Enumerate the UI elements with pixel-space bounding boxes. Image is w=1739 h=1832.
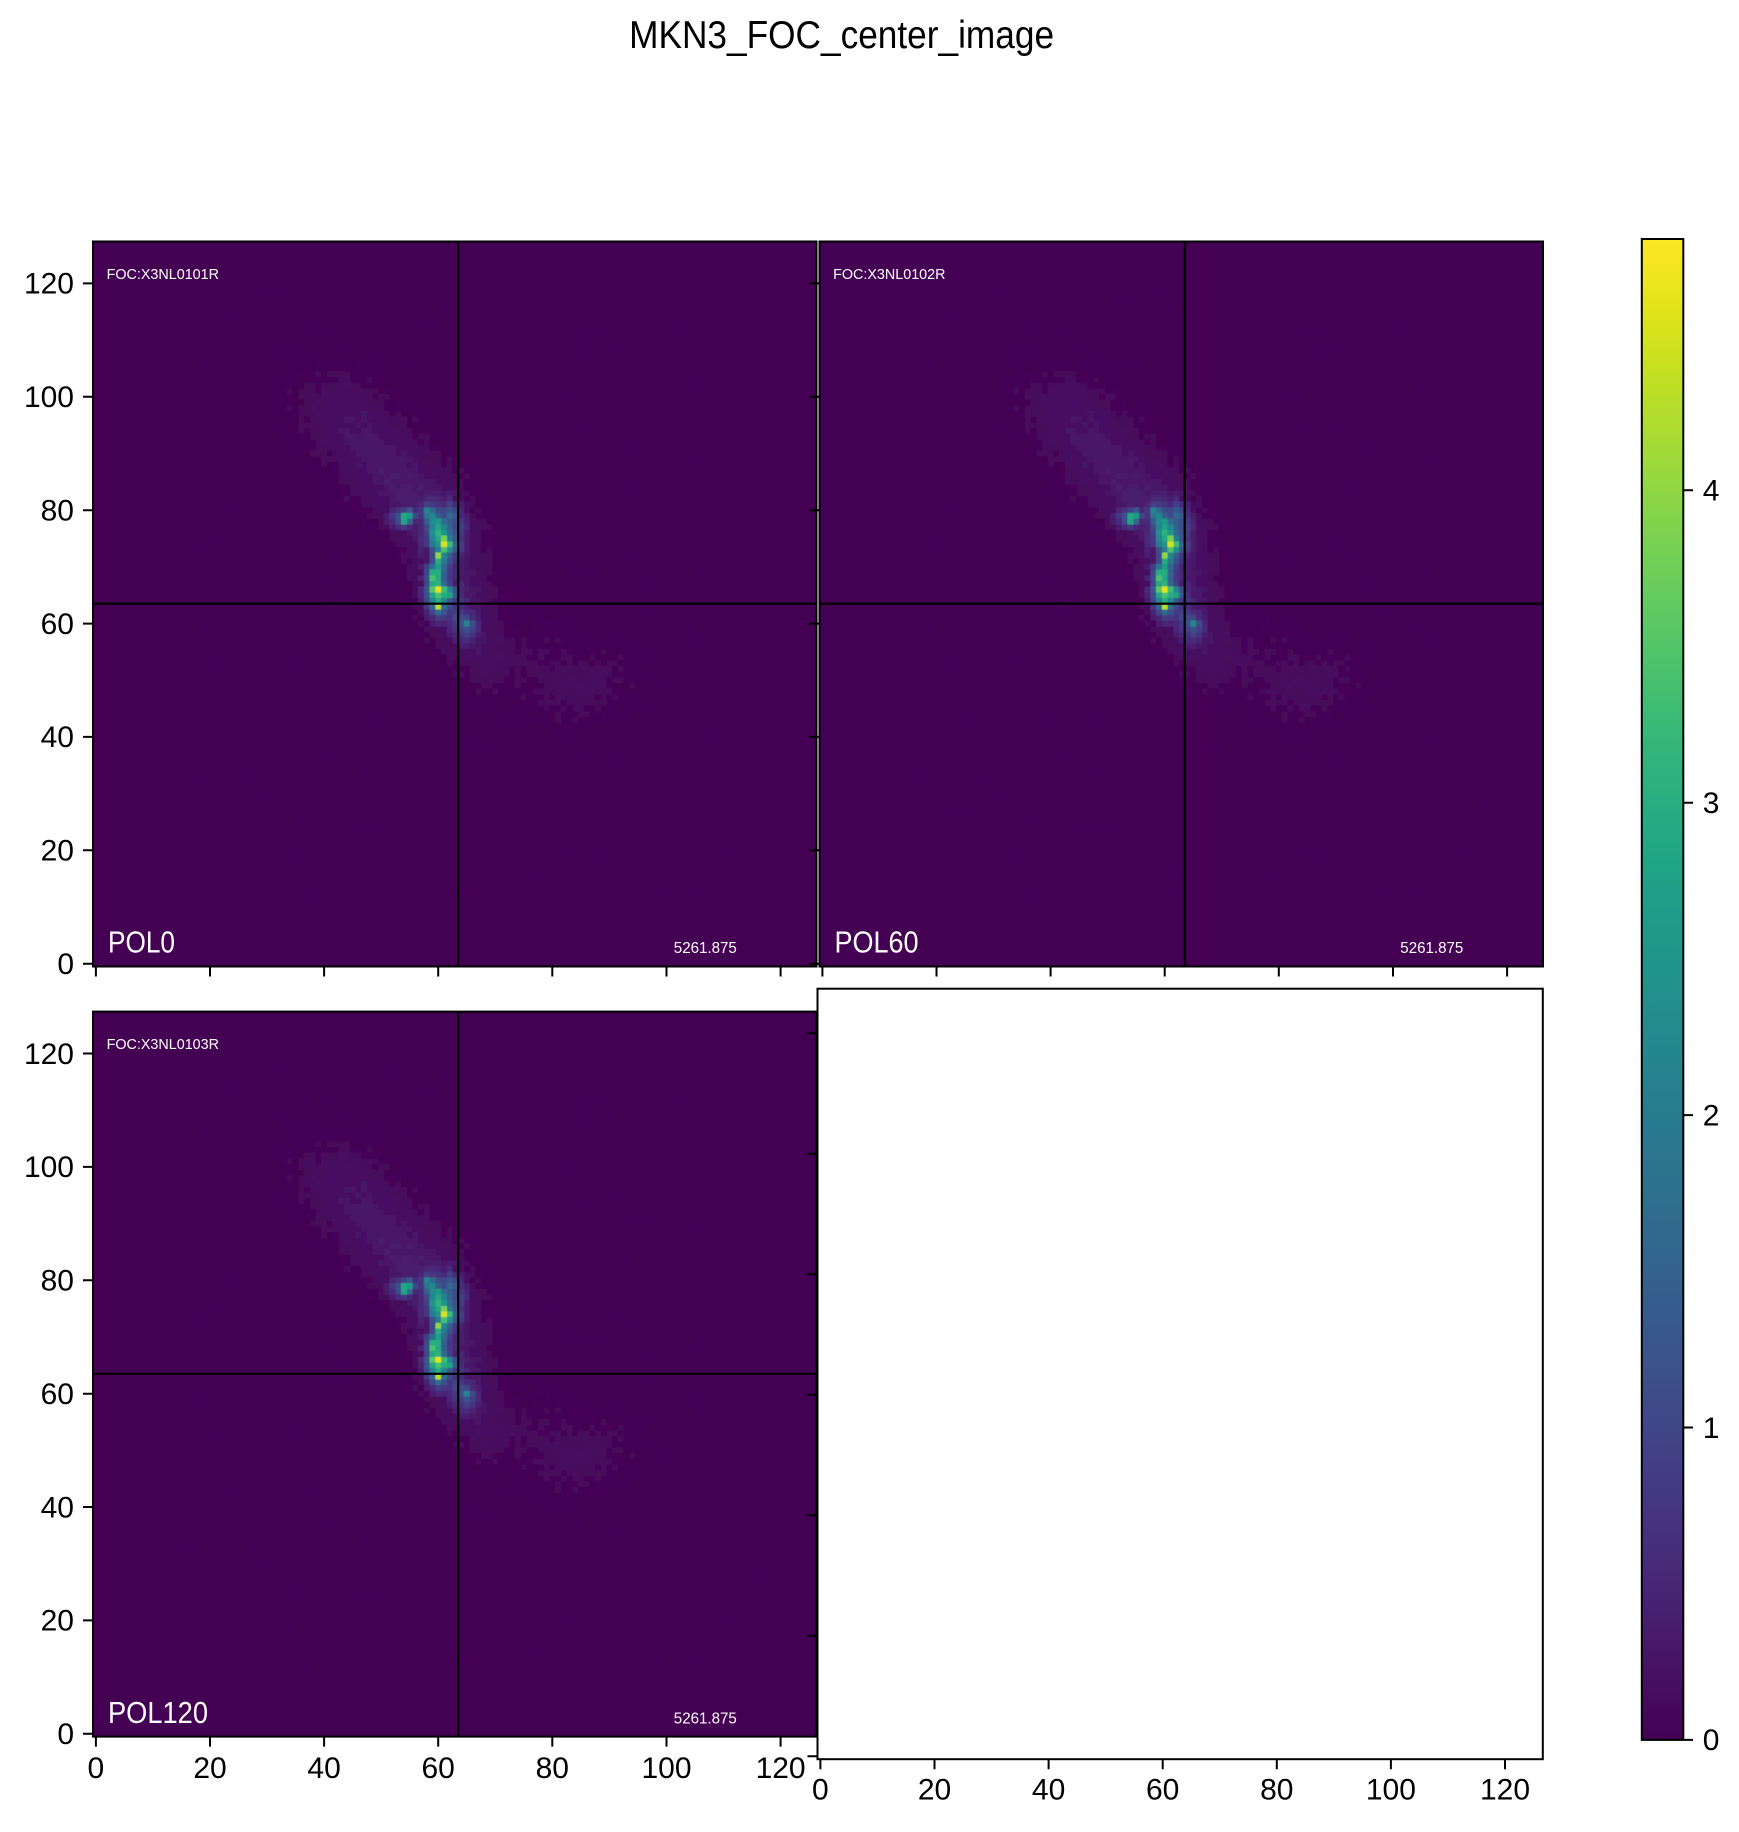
svg-text:FOC:X3NL0102R: FOC:X3NL0102R [833, 267, 945, 283]
svg-text:MKN3_FOC_center_image: MKN3_FOC_center_image [629, 14, 1054, 57]
svg-text:120: 120 [24, 1038, 74, 1071]
svg-text:60: 60 [41, 1378, 74, 1411]
svg-text:100: 100 [641, 1752, 691, 1785]
svg-text:5261.875: 5261.875 [674, 940, 737, 957]
svg-text:0: 0 [812, 1774, 829, 1807]
svg-text:120: 120 [756, 1752, 806, 1785]
svg-text:80: 80 [41, 1265, 74, 1298]
svg-text:40: 40 [307, 1752, 340, 1785]
svg-text:60: 60 [41, 608, 74, 641]
svg-text:40: 40 [41, 1491, 74, 1524]
svg-text:5261.875: 5261.875 [674, 1710, 737, 1727]
svg-text:100: 100 [24, 381, 74, 414]
svg-text:5261.875: 5261.875 [1400, 940, 1463, 957]
svg-text:60: 60 [1146, 1774, 1179, 1807]
svg-text:2: 2 [1703, 1099, 1720, 1132]
svg-text:40: 40 [41, 721, 74, 754]
svg-text:100: 100 [24, 1151, 74, 1184]
svg-text:1: 1 [1703, 1412, 1720, 1445]
svg-text:120: 120 [1480, 1774, 1530, 1807]
svg-text:4: 4 [1703, 475, 1720, 508]
svg-text:80: 80 [1260, 1774, 1293, 1807]
svg-text:20: 20 [41, 835, 74, 868]
svg-text:0: 0 [1703, 1724, 1720, 1757]
svg-text:100: 100 [1366, 1774, 1416, 1807]
svg-text:40: 40 [1032, 1774, 1065, 1807]
svg-text:20: 20 [918, 1774, 951, 1807]
svg-text:0: 0 [57, 948, 74, 981]
svg-text:20: 20 [193, 1752, 226, 1785]
svg-text:3: 3 [1703, 787, 1720, 820]
svg-text:0: 0 [57, 1718, 74, 1751]
svg-text:80: 80 [536, 1752, 569, 1785]
svg-text:20: 20 [41, 1605, 74, 1638]
svg-text:0: 0 [87, 1752, 104, 1785]
svg-text:80: 80 [41, 495, 74, 528]
svg-text:60: 60 [422, 1752, 455, 1785]
svg-text:FOC:X3NL0103R: FOC:X3NL0103R [107, 1037, 219, 1053]
svg-text:POL0: POL0 [108, 926, 175, 960]
svg-text:POL120: POL120 [108, 1696, 208, 1730]
svg-text:FOC:X3NL0101R: FOC:X3NL0101R [107, 267, 219, 283]
svg-text:120: 120 [24, 268, 74, 301]
svg-text:POL60: POL60 [835, 926, 919, 960]
